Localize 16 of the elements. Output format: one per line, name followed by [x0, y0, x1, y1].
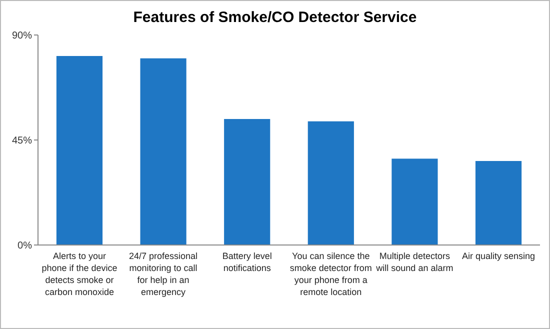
x-tick-label: Multiple detectors will sound an alarm	[375, 251, 454, 273]
y-tick-label: 45%	[12, 136, 32, 146]
x-tick-label: 24/7 professional monitoring to call for help in an emergency	[129, 251, 198, 297]
y-tick-label: 0%	[18, 240, 32, 252]
chart-title: Features of Smoke/CO Detector Service	[133, 9, 417, 26]
x-tick-label: You can silence the smoke detector from your phone from a remote location	[290, 251, 372, 297]
bar	[475, 161, 522, 245]
x-tick-label: Battery level notifications	[222, 251, 272, 273]
y-tick-label: 90%	[12, 30, 32, 42]
x-tick-label: Air quality sensing	[462, 251, 536, 261]
bar	[56, 56, 103, 245]
bar	[308, 121, 354, 245]
bar	[224, 119, 270, 245]
bar	[392, 158, 438, 245]
x-tick-label: Alerts to your phone if the device detects smoke or carbon monoxide	[42, 251, 118, 297]
bar	[140, 58, 186, 245]
